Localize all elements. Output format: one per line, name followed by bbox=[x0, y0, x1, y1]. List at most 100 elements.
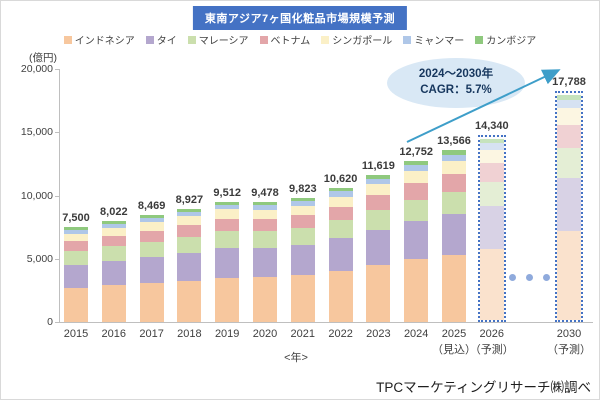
segment-マレーシア-2016 bbox=[101, 246, 126, 261]
chart-title: 東南アジア7ヶ国化粧品市場規模予測 bbox=[192, 6, 408, 30]
x-tick-sublabel-2030: （予測） bbox=[547, 344, 591, 356]
segment-カンボジア-2025 bbox=[442, 150, 466, 155]
value-label-2017: 8,469 bbox=[137, 200, 166, 212]
segment-ミャンマー-2015 bbox=[64, 229, 88, 234]
segment-ミャンマー-2022 bbox=[328, 191, 353, 197]
segment-カンボジア-2023 bbox=[366, 175, 391, 179]
legend: インドネシア タイ マレーシア ベトナム シンガポール ミャンマー カンボジア bbox=[1, 32, 599, 47]
segment-ベトナム-2030 bbox=[557, 124, 581, 149]
y-tick-label: 0 bbox=[47, 316, 53, 328]
x-tick-label-2025: 2025 bbox=[441, 328, 467, 340]
segment-シンガポール-2021 bbox=[290, 205, 315, 216]
value-label-2018: 8,927 bbox=[175, 194, 204, 206]
segment-ミャンマー-2021 bbox=[290, 201, 315, 206]
segment-シンガポール-2023 bbox=[366, 184, 391, 196]
value-label-2025: 13,566 bbox=[437, 135, 471, 147]
value-label-2026: 14,340 bbox=[474, 120, 509, 132]
bar-2016 bbox=[101, 221, 126, 322]
segment-ベトナム-2022 bbox=[328, 206, 353, 221]
segment-マレーシア-2020 bbox=[253, 231, 277, 248]
segment-マレーシア-2022 bbox=[328, 220, 353, 239]
value-label-2019: 9,512 bbox=[213, 187, 241, 199]
segment-タイ-2024 bbox=[404, 220, 429, 260]
segment-カンボジア-2015 bbox=[64, 227, 88, 230]
y-tick-label: 15,000 bbox=[20, 126, 53, 139]
segment-マレーシア-2019 bbox=[215, 231, 240, 248]
legend-swatch-icon bbox=[187, 35, 196, 44]
segment-ベトナム-2025 bbox=[442, 173, 466, 192]
x-tick-sublabel-2025: （見込） bbox=[432, 344, 476, 356]
legend-label: ベトナム bbox=[270, 36, 311, 47]
segment-タイ-2015 bbox=[64, 265, 88, 288]
legend-label: ミャンマー bbox=[414, 36, 465, 47]
segment-インドネシア-2020 bbox=[253, 277, 277, 322]
bar-2023 bbox=[366, 175, 391, 322]
value-label-2024: 12,752 bbox=[399, 146, 434, 158]
segment-ミャンマー-2026 bbox=[479, 142, 504, 150]
segment-ベトナム-2023 bbox=[366, 195, 391, 211]
legend-label: タイ bbox=[156, 36, 177, 47]
y-tick-label: 20,000 bbox=[20, 63, 53, 75]
segment-タイ-2018 bbox=[177, 252, 202, 281]
segment-ベトナム-2017 bbox=[139, 230, 164, 242]
segment-インドネシア-2023 bbox=[366, 265, 391, 322]
legend-item-カンボジア: カンボジア bbox=[475, 32, 536, 47]
x-tick-label-2030: 2030 bbox=[556, 328, 582, 340]
bar-2018 bbox=[177, 209, 202, 322]
segment-シンガポール-2018 bbox=[177, 216, 202, 226]
segment-インドネシア-2022 bbox=[328, 270, 353, 322]
y-tick-mark bbox=[55, 258, 59, 260]
segment-シンガポール-2026 bbox=[479, 149, 504, 164]
legend-item-ミャンマー: ミャンマー bbox=[403, 32, 464, 47]
bar-2025 bbox=[442, 150, 466, 322]
segment-マレーシア-2026 bbox=[479, 182, 504, 206]
x-tick-label-2018: 2018 bbox=[177, 328, 202, 340]
legend-item-タイ: タイ bbox=[145, 32, 177, 47]
x-axis-line bbox=[59, 322, 593, 323]
segment-シンガポール-2017 bbox=[139, 222, 164, 231]
bar-2022 bbox=[328, 187, 353, 322]
x-tick-label-2023: 2023 bbox=[366, 328, 391, 340]
value-label-2015: 7,500 bbox=[62, 212, 90, 224]
legend-swatch-icon bbox=[63, 35, 72, 44]
segment-マレーシア-2024 bbox=[404, 199, 429, 221]
legend-item-インドネシア: インドネシア bbox=[63, 32, 135, 47]
segment-ミャンマー-2019 bbox=[215, 204, 240, 210]
segment-ミャンマー-2025 bbox=[442, 154, 466, 162]
segment-カンボジア-2030 bbox=[557, 95, 581, 100]
segment-マレーシア-2021 bbox=[290, 228, 315, 245]
segment-インドネシア-2015 bbox=[64, 287, 88, 322]
legend-item-シンガポール: シンガポール bbox=[321, 32, 392, 47]
bar-2015 bbox=[64, 227, 88, 322]
segment-シンガポール-2024 bbox=[404, 171, 429, 184]
segment-ベトナム-2016 bbox=[101, 236, 126, 247]
y-axis-line bbox=[59, 69, 60, 322]
value-label-2020: 9,478 bbox=[251, 187, 279, 199]
segment-インドネシア-2017 bbox=[139, 283, 164, 322]
bar-2017 bbox=[139, 215, 164, 322]
segment-ミャンマー-2020 bbox=[253, 205, 277, 210]
segment-ミャンマー-2030 bbox=[557, 99, 581, 109]
segment-インドネシア-2016 bbox=[101, 285, 126, 322]
segment-インドネシア-2018 bbox=[177, 280, 202, 322]
segment-ベトナム-2020 bbox=[253, 218, 277, 232]
legend-label: カンボジア bbox=[486, 36, 537, 47]
segment-ベトナム-2026 bbox=[479, 163, 504, 183]
segment-インドネシア-2030 bbox=[557, 230, 581, 320]
segment-ミャンマー-2023 bbox=[366, 178, 391, 185]
value-label-2022: 10,620 bbox=[323, 173, 358, 185]
value-label-2023: 11,619 bbox=[361, 160, 395, 172]
segment-ミャンマー-2016 bbox=[101, 223, 126, 228]
segment-カンボジア-2026 bbox=[479, 138, 504, 143]
value-label-2021: 9,823 bbox=[289, 183, 317, 195]
bar-2026 bbox=[477, 135, 506, 322]
x-tick-label-2017: 2017 bbox=[139, 328, 164, 340]
segment-インドネシア-2025 bbox=[442, 254, 466, 322]
segment-ベトナム-2018 bbox=[177, 225, 202, 237]
x-tick-label-2026: 2026 bbox=[479, 328, 505, 340]
segment-カンボジア-2017 bbox=[139, 215, 164, 218]
segment-タイ-2021 bbox=[290, 244, 315, 276]
legend-label: インドネシア bbox=[74, 36, 135, 47]
segment-タイ-2017 bbox=[139, 256, 164, 284]
